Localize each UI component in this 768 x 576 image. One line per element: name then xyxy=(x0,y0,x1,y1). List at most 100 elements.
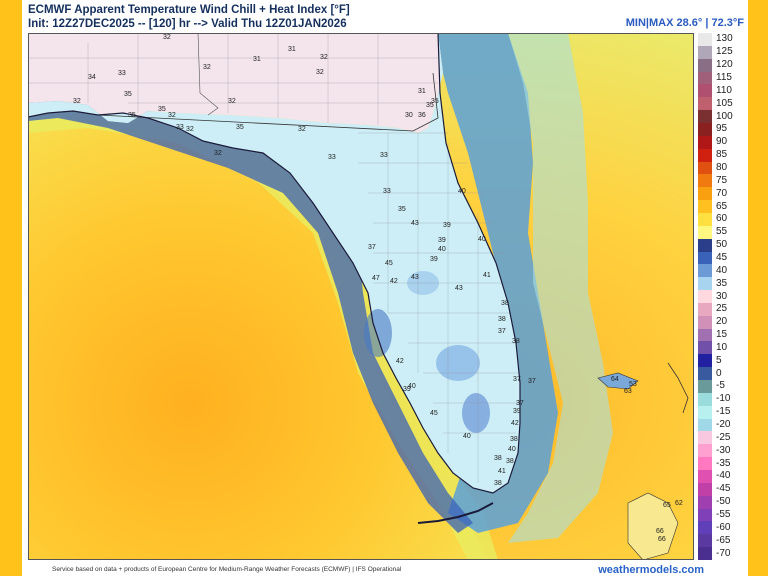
data-credit: Service based on data + products of Euro… xyxy=(52,566,402,573)
station-value: 42 xyxy=(390,278,398,285)
colorbar-label: -25 xyxy=(716,431,731,443)
station-value: 42 xyxy=(511,420,519,427)
florida-peninsula xyxy=(28,33,520,493)
colorbar-label: 90 xyxy=(716,136,728,148)
colorbar-swatch xyxy=(698,110,712,124)
cold-pocket-coast xyxy=(364,309,392,357)
station-value: 35 xyxy=(431,98,439,105)
station-value: 40 xyxy=(463,433,471,440)
station-value: 43 xyxy=(411,220,419,227)
station-value: 32 xyxy=(298,126,306,133)
colorbar-label: 100 xyxy=(716,110,733,122)
station-value: 35 xyxy=(124,91,132,98)
colorbar-swatch xyxy=(698,495,712,510)
station-value: 37 xyxy=(368,244,376,251)
colorbar-swatch xyxy=(698,33,712,47)
colorbar-swatch xyxy=(698,290,712,304)
station-value: 32 xyxy=(228,98,236,105)
station-value: 34 xyxy=(88,74,96,81)
colorbar-swatch xyxy=(698,187,712,201)
temperature-map[interactable]: 32 31 32 31 32 32 34 33 32 35 32 35 35 32 33 35 32 32 32 31… xyxy=(28,33,694,560)
station-value: 37 xyxy=(513,376,521,383)
florida-keys xyxy=(417,502,494,524)
station-value: 35 xyxy=(426,102,434,109)
colorbar-label: -45 xyxy=(716,483,731,495)
cuba xyxy=(627,492,679,560)
colorbar-label: -60 xyxy=(716,521,731,533)
colorbar-label: 115 xyxy=(716,71,732,83)
station-value: 32 xyxy=(214,150,222,157)
colorbar-label: 60 xyxy=(716,213,728,225)
station-value: 38 xyxy=(494,480,502,487)
station-value: 65 xyxy=(663,502,671,509)
bahamas-andros xyxy=(667,362,689,414)
site-watermark[interactable]: weathermodels.com xyxy=(598,564,704,576)
colorbar-label: -65 xyxy=(716,534,731,546)
colorbar-swatch xyxy=(698,302,712,317)
station-value: 32 xyxy=(73,98,81,105)
station-value: 37 xyxy=(528,378,536,385)
cold-pocket-south xyxy=(462,393,490,433)
colorbar-label: 15 xyxy=(716,329,728,341)
colorbar-label: 10 xyxy=(716,341,728,353)
station-value: 33 xyxy=(380,152,388,159)
colorbar-label: 130 xyxy=(716,33,733,45)
map-border xyxy=(28,33,694,560)
station-value: 37 xyxy=(498,328,506,335)
colorbar-swatch xyxy=(698,161,712,175)
colorbar-label: 70 xyxy=(716,187,728,199)
station-value: 64 xyxy=(611,376,619,383)
station-value: 35 xyxy=(398,206,406,213)
station-value: 38 xyxy=(510,436,518,443)
station-value: 41 xyxy=(498,468,506,475)
colorbar-label: 35 xyxy=(716,277,728,289)
station-value: 36 xyxy=(418,112,426,119)
colorbar-label: -50 xyxy=(716,496,731,508)
station-value: 63 xyxy=(624,388,632,395)
station-value: 35 xyxy=(158,106,166,113)
station-value: 39 xyxy=(430,256,438,263)
colorbar-label: 125 xyxy=(716,46,733,58)
station-value: 31 xyxy=(253,56,261,63)
station-value: 39 xyxy=(438,237,446,244)
station-value: 38 xyxy=(506,458,514,465)
colorbar-swatch xyxy=(698,97,712,111)
colorbar-swatch xyxy=(698,238,712,252)
colorbar-swatch xyxy=(698,148,712,163)
colorbar-swatch xyxy=(698,534,712,548)
station-value: 66 xyxy=(656,528,664,535)
colorbar-label: 110 xyxy=(716,84,732,96)
station-value: 33 xyxy=(328,154,336,161)
station-value: 35 xyxy=(236,124,244,131)
station-value: 30 xyxy=(405,112,413,119)
colorbar-swatch xyxy=(698,122,712,137)
colorbar-swatch xyxy=(698,212,712,227)
station-value: 37 xyxy=(516,400,524,407)
station-value: 32 xyxy=(163,34,171,41)
colorbar-label: -35 xyxy=(716,457,731,469)
station-value: 42 xyxy=(396,358,404,365)
county-lines xyxy=(28,33,518,483)
station-value: 39 xyxy=(443,222,451,229)
atlantic-cold-halo xyxy=(433,33,558,533)
station-value: 43 xyxy=(411,274,419,281)
colorbar-swatch xyxy=(698,315,712,330)
station-value: 38 xyxy=(494,455,502,462)
colorbar-label: -10 xyxy=(716,393,731,405)
bahamas-islands xyxy=(597,372,639,390)
colorbar-legend: 130 125 120 115 110 105 100 95 90 85 80 75 70 65 60 55 5… xyxy=(698,33,746,561)
colorbar-swatch xyxy=(698,405,712,420)
cold-pocket-central xyxy=(436,345,480,381)
station-value: 45 xyxy=(430,410,438,417)
colorbar-label: -20 xyxy=(716,419,731,431)
colorbar-swatch xyxy=(698,328,712,342)
station-value: 43 xyxy=(455,285,463,292)
colorbar-swatch xyxy=(698,45,712,60)
colorbar-label: 40 xyxy=(716,264,728,276)
station-value: 38 xyxy=(512,338,520,345)
map-subtitle: Init: 12Z27DEC2025 -- [120] hr --> Valid… xyxy=(28,18,347,30)
state-border-al xyxy=(197,33,219,116)
colorbar-swatch xyxy=(698,277,712,291)
